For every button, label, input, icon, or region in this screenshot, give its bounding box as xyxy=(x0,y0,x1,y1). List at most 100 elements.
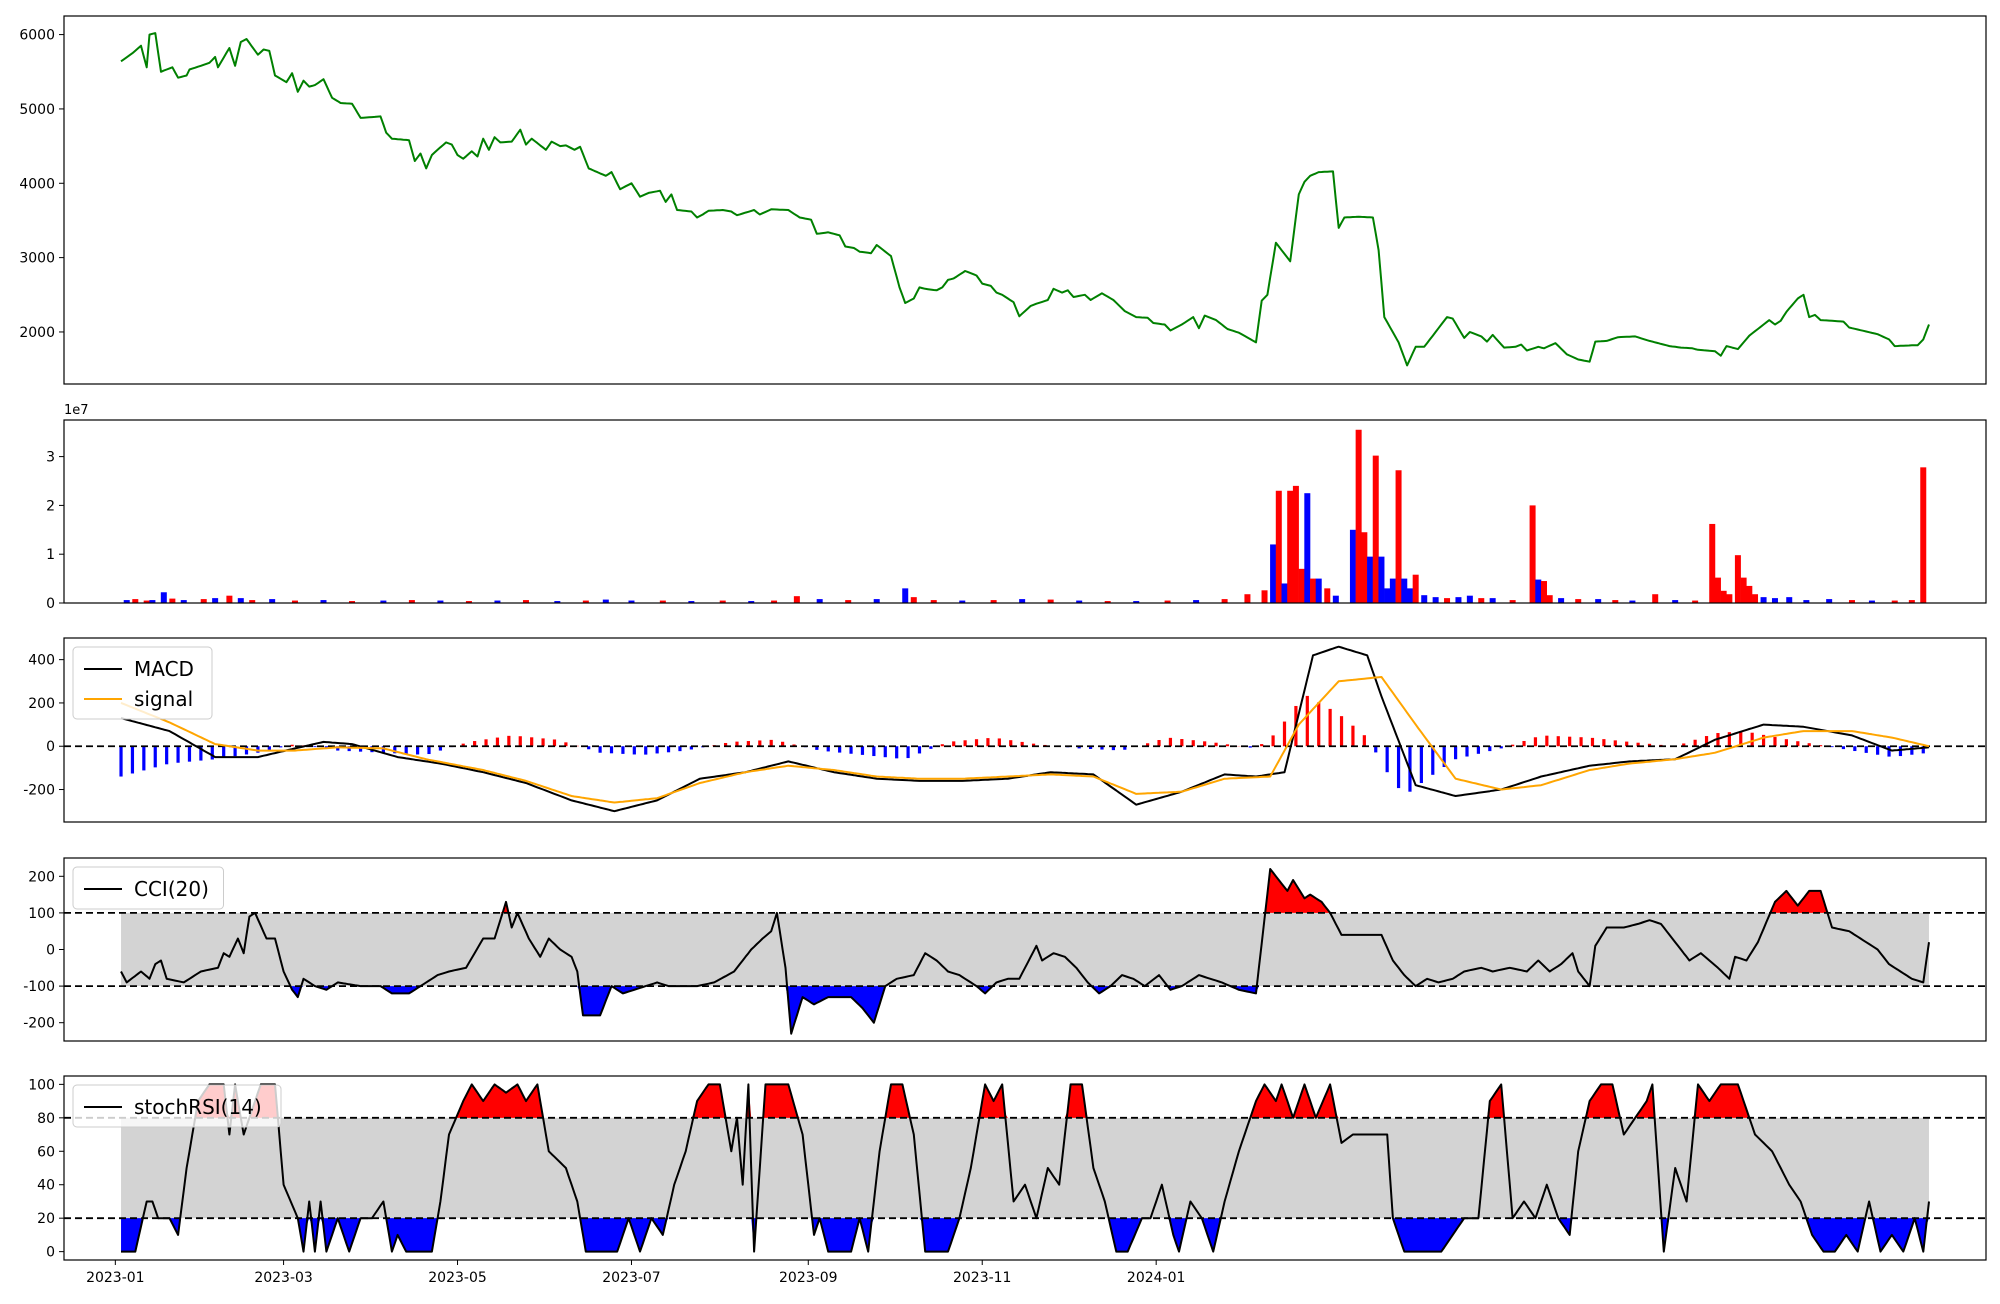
y-tick-label: 100 xyxy=(28,906,55,922)
volume-bar xyxy=(1735,555,1741,603)
volume-bar xyxy=(1304,493,1310,603)
volume-bar xyxy=(1407,588,1413,603)
histogram-bar xyxy=(1271,735,1274,746)
volume-bar xyxy=(1361,532,1367,603)
x-tick-label: 2023-07 xyxy=(602,1270,661,1286)
x-tick-label: 2023-11 xyxy=(953,1270,1012,1286)
legend-label: CCI(20) xyxy=(134,877,209,901)
axes-frame xyxy=(64,420,1986,603)
volume-bar xyxy=(1287,491,1293,603)
histogram-bar xyxy=(1534,737,1537,746)
y-tick-label: 5000 xyxy=(19,102,55,118)
y-tick-label: 0 xyxy=(46,943,55,959)
histogram-bar xyxy=(1397,746,1400,788)
y-tick-label: 0 xyxy=(46,1245,55,1261)
legend-label: signal xyxy=(134,687,193,711)
y-tick-label: 2 xyxy=(46,498,55,514)
histogram-bar xyxy=(1351,726,1354,747)
x-tick-label: 2024-01 xyxy=(1127,1270,1186,1286)
histogram-bar xyxy=(176,746,179,763)
volume-bar xyxy=(902,588,908,603)
volume-bar xyxy=(1293,486,1299,603)
volume-bar xyxy=(1920,467,1926,603)
volume-bar xyxy=(1281,583,1287,603)
y-tick-label: 3 xyxy=(46,450,55,466)
volume-bar xyxy=(1530,505,1536,603)
volume-bar xyxy=(1333,596,1339,603)
histogram-bar xyxy=(918,746,921,753)
histogram-bar xyxy=(895,746,898,758)
histogram-bar xyxy=(1169,738,1172,746)
histogram-bar xyxy=(1694,740,1697,746)
histogram-bar xyxy=(119,746,122,776)
histogram-bar xyxy=(656,746,659,753)
histogram-bar xyxy=(1579,737,1582,746)
volume-bar xyxy=(1715,578,1721,603)
y-tick-label: -200 xyxy=(23,1016,55,1032)
histogram-bar xyxy=(1602,739,1605,746)
histogram-bar xyxy=(1420,746,1423,783)
y-tick-label: 400 xyxy=(28,653,55,669)
volume-bar xyxy=(794,596,800,603)
histogram-bar xyxy=(906,746,909,758)
histogram-bar xyxy=(1363,735,1366,746)
histogram-bar xyxy=(496,738,499,747)
legend: CCI(20) xyxy=(73,867,224,909)
volume-bar xyxy=(1478,598,1484,603)
histogram-bar xyxy=(849,746,852,754)
histogram-bar xyxy=(1910,746,1913,754)
x-tick-label: 2023-01 xyxy=(86,1270,145,1286)
histogram-bar xyxy=(142,746,145,770)
histogram-bar xyxy=(1157,740,1160,746)
series-line-price xyxy=(121,33,1929,365)
volume-bar xyxy=(1444,598,1450,603)
y-tick-label: 60 xyxy=(37,1144,55,1160)
histogram-bar xyxy=(1568,737,1571,747)
volume-bar xyxy=(169,599,175,603)
histogram-bar xyxy=(530,737,533,746)
y-tick-label: 80 xyxy=(37,1111,55,1127)
volume-bar xyxy=(1356,430,1362,603)
histogram-bar xyxy=(1591,738,1594,746)
axes-frame xyxy=(64,16,1986,384)
y-tick-label: 2000 xyxy=(19,325,55,341)
x-tick-label: 2023-05 xyxy=(428,1270,487,1286)
volume-bar xyxy=(1772,598,1778,603)
histogram-bar xyxy=(667,746,670,752)
histogram-bar xyxy=(291,745,294,746)
volume-bar xyxy=(1535,580,1541,603)
y-tick-label: 6000 xyxy=(19,28,55,44)
histogram-bar xyxy=(1454,746,1457,759)
volume-bar xyxy=(1378,557,1384,603)
histogram-bar xyxy=(621,746,624,754)
plot-area-macd xyxy=(64,647,1986,812)
plot-area-volume xyxy=(124,430,1927,603)
histogram-bar xyxy=(1853,746,1856,751)
volume-bar xyxy=(161,592,167,603)
volume-bar xyxy=(1270,544,1276,603)
histogram-bar xyxy=(507,736,510,746)
plot-area-price xyxy=(121,33,1929,365)
plot-area-cci xyxy=(64,869,1986,1034)
volume-bar xyxy=(1467,596,1473,603)
volume-bar xyxy=(1490,598,1496,603)
histogram-bar xyxy=(416,746,419,754)
histogram-bar xyxy=(131,746,134,773)
legend-label: stochRSI(14) xyxy=(134,1095,262,1119)
histogram-bar xyxy=(1751,733,1754,747)
histogram-bar xyxy=(1192,740,1195,746)
volume-bar xyxy=(1276,491,1282,603)
histogram-bar xyxy=(1477,746,1480,754)
histogram-bar xyxy=(1374,746,1377,752)
volume-bar xyxy=(238,598,244,603)
volume-bar xyxy=(1310,579,1316,603)
volume-bar xyxy=(1786,597,1792,603)
histogram-bar xyxy=(1340,716,1343,746)
volume-bar xyxy=(1741,578,1747,603)
histogram-bar xyxy=(633,746,636,754)
